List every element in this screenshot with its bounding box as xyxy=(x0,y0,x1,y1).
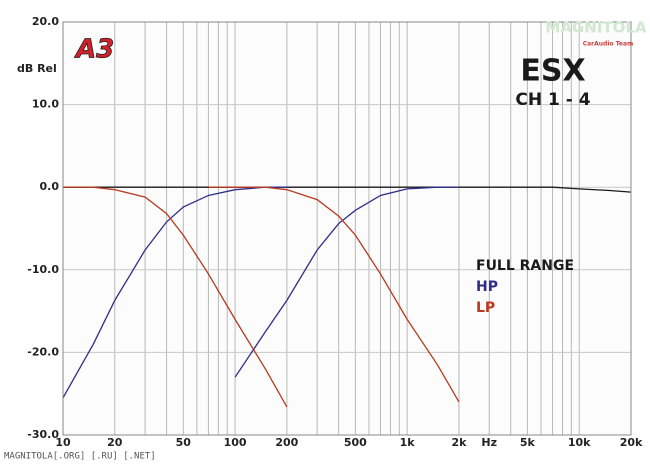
lines xyxy=(62,186,632,408)
y-tick-label: 0.0 xyxy=(40,180,60,193)
x-tick-label: 1k xyxy=(400,436,416,449)
y-tick-label: -20.0 xyxy=(27,345,59,358)
x-tick-label: 200 xyxy=(275,436,298,449)
watermark: MAGNITOLA xyxy=(545,19,647,37)
y-tick-label: -30.0 xyxy=(27,428,59,441)
legend-label: LP xyxy=(476,300,495,316)
y-tick-label: -10.0 xyxy=(27,263,59,276)
x-tick-label: Hz xyxy=(481,436,497,449)
watermark-sub: CarAudio Team xyxy=(583,41,634,48)
series-line xyxy=(63,186,288,408)
plot-frame xyxy=(62,21,632,436)
y-tick-label: 20.0 xyxy=(32,15,59,28)
y-axis-label: dB Rel xyxy=(17,62,57,75)
legend: FULL RANGE HP LP xyxy=(476,258,574,316)
y-tick-label: 10.0 xyxy=(32,98,59,111)
series-line xyxy=(63,186,632,193)
series-line xyxy=(62,186,287,399)
series-line xyxy=(234,186,459,378)
chart-subtitle: CH 1 - 4 xyxy=(515,90,590,110)
x-tick-label: 20k xyxy=(620,436,643,449)
x-tick-label: 500 xyxy=(344,436,367,449)
x-tick-label: 2k xyxy=(451,436,467,449)
x-tick-label: 10 xyxy=(55,436,71,449)
x-tick-label: 50 xyxy=(176,436,192,449)
plot-area xyxy=(63,22,631,435)
series-line xyxy=(208,186,460,403)
legend-label: FULL RANGE xyxy=(476,258,574,274)
x-tick-label: 5k xyxy=(520,436,536,449)
x-tick-label: 100 xyxy=(224,436,247,449)
footer: MAGNITOLA[.ORG] [.RU] [.NET] xyxy=(4,452,156,462)
x-tick-label: 10k xyxy=(568,436,591,449)
x-tick-label: 20 xyxy=(107,436,123,449)
legend-label: HP xyxy=(476,279,498,295)
logo: A3 xyxy=(74,35,114,65)
chart-title: ESX xyxy=(520,54,585,89)
